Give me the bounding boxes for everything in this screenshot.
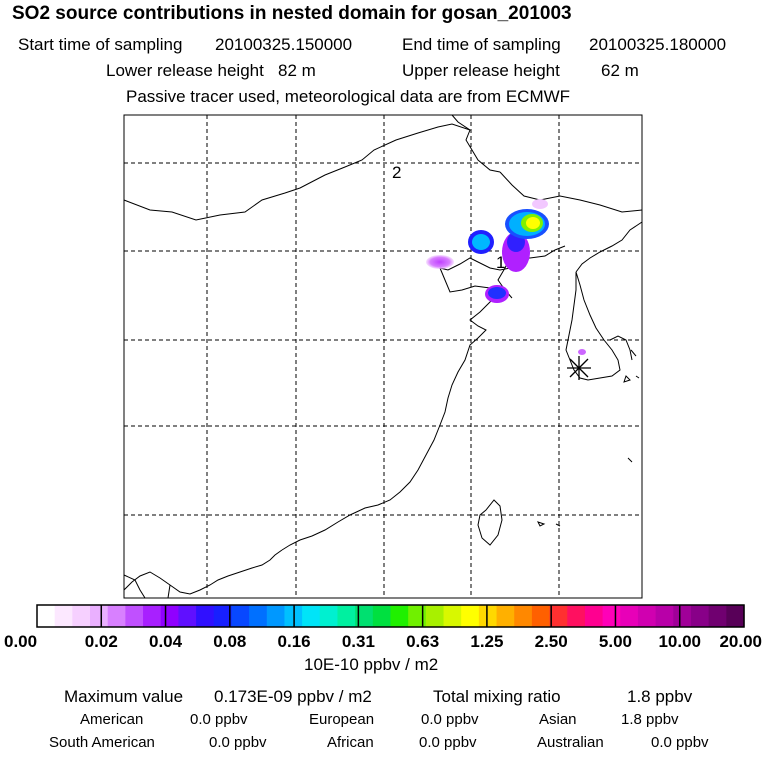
colorbar-cell bbox=[337, 605, 356, 627]
map-grid bbox=[124, 115, 642, 598]
map-frame bbox=[123, 114, 643, 599]
colorbar-cell bbox=[461, 605, 480, 627]
colorbar-cell bbox=[443, 605, 462, 627]
plume-west bbox=[426, 255, 454, 269]
plume-b-core bbox=[526, 217, 540, 229]
region-american-value: 0.0 ppbv bbox=[190, 711, 248, 728]
colorbar-label: 0.02 bbox=[85, 632, 118, 651]
colorbar-label: 0.31 bbox=[342, 632, 375, 651]
colorbar-cell bbox=[584, 605, 604, 627]
colorbar-cell bbox=[496, 605, 515, 627]
region-asian-value: 1.8 ppbv bbox=[621, 711, 679, 728]
end-time-label: End time of sampling bbox=[402, 35, 561, 54]
colorbar-label: 0.00 bbox=[4, 632, 37, 651]
start-time-value: 20100325.150000 bbox=[215, 35, 353, 54]
region-asian-label: Asian bbox=[539, 711, 577, 728]
region-european-label: European bbox=[309, 711, 375, 728]
colorbar-cell bbox=[143, 605, 162, 627]
max-value-label: Maximum value bbox=[64, 687, 184, 706]
colorbar-frame bbox=[36, 604, 745, 628]
colorbar-cell bbox=[531, 605, 551, 627]
colorbar-cell bbox=[549, 605, 568, 627]
colorbar-cell bbox=[655, 605, 674, 627]
colorbar-cell bbox=[620, 605, 639, 627]
colorbar-cell bbox=[266, 605, 286, 627]
colorbar-cell bbox=[178, 605, 197, 627]
plume-northeast bbox=[532, 199, 548, 209]
asterisk-icon bbox=[567, 356, 591, 380]
colorbar-cell bbox=[425, 605, 445, 627]
upper-release-label: Upper release height bbox=[402, 61, 560, 80]
colorbar-cell bbox=[408, 605, 427, 627]
colorbar-cell bbox=[196, 605, 215, 627]
region-african-value: 0.0 ppbv bbox=[419, 734, 477, 751]
colorbar-cell bbox=[213, 605, 233, 627]
total-mixing-label: Total mixing ratio bbox=[433, 687, 561, 706]
region-australian-value: 0.0 ppbv bbox=[651, 734, 709, 751]
colorbar-cell bbox=[37, 605, 56, 627]
colorbar-cell bbox=[390, 605, 409, 627]
colorbar-label: 2.50 bbox=[535, 632, 568, 651]
colorbar-cell bbox=[673, 605, 692, 627]
plot-title: SO2 source contributions in nested domai… bbox=[12, 3, 572, 24]
plume-a-inner bbox=[472, 234, 490, 250]
region-australian-label: Australian bbox=[537, 734, 604, 751]
colorbar-cell bbox=[637, 605, 657, 627]
total-mixing-value: 1.8 ppbv bbox=[627, 687, 693, 706]
colorbar-cell bbox=[514, 605, 533, 627]
so2-plumes bbox=[426, 199, 586, 355]
colorbar-cell bbox=[125, 605, 144, 627]
colorbar-label: 10.00 bbox=[658, 632, 701, 651]
colorbar-cell bbox=[478, 605, 498, 627]
colorbar-cell bbox=[567, 605, 586, 627]
colorbar-label: 20.00 bbox=[719, 632, 762, 651]
colorbar-cell bbox=[372, 605, 392, 627]
colorbar-cell bbox=[690, 605, 710, 627]
upper-release-value: 62 m bbox=[601, 61, 639, 80]
colorbar-cell bbox=[355, 605, 374, 627]
colorbar-cell bbox=[107, 605, 126, 627]
colorbar-label: 0.16 bbox=[278, 632, 311, 651]
region-south-american-label: South American bbox=[49, 734, 155, 751]
colorbar-cell bbox=[302, 605, 321, 627]
colorbar-cell bbox=[602, 605, 621, 627]
region-south-american-value: 0.0 ppbv bbox=[209, 734, 267, 751]
lower-release-value: 82 m bbox=[278, 61, 316, 80]
colorbar-units: 10E-10 ppbv / m2 bbox=[304, 655, 439, 674]
colorbar-ticks bbox=[100, 605, 681, 627]
colorbar-cell bbox=[231, 605, 250, 627]
lower-release-label: Lower release height bbox=[106, 61, 264, 80]
colorbar-cell bbox=[54, 605, 73, 627]
region-european-value: 0.0 ppbv bbox=[421, 711, 479, 728]
colorbar-cell bbox=[726, 605, 745, 627]
colorbar-cell bbox=[160, 605, 179, 627]
colorbar-cell bbox=[72, 605, 91, 627]
colorbar-label: 5.00 bbox=[599, 632, 632, 651]
source-marker-2: 2 bbox=[392, 163, 401, 182]
source-marker-1: 1 bbox=[496, 253, 505, 272]
colorbar-label: 1.25 bbox=[470, 632, 503, 651]
plume-korea bbox=[578, 349, 586, 355]
colorbar-cells bbox=[37, 605, 745, 627]
colorbar-cell bbox=[249, 605, 268, 627]
colorbar-cell bbox=[708, 605, 727, 627]
region-american-label: American bbox=[80, 711, 144, 728]
tracer-info: Passive tracer used, meteorological data… bbox=[126, 87, 571, 106]
plume-c-blue bbox=[488, 287, 506, 299]
end-time-value: 20100325.180000 bbox=[589, 35, 727, 54]
colorbar-cell bbox=[319, 605, 339, 627]
max-value: 0.173E-09 ppbv / m2 bbox=[214, 687, 372, 706]
start-time-label: Start time of sampling bbox=[18, 35, 183, 54]
colorbar-cell bbox=[90, 605, 109, 627]
colorbar-label: 0.08 bbox=[213, 632, 246, 651]
coastlines bbox=[123, 114, 643, 599]
region-african-label: African bbox=[327, 734, 374, 751]
colorbar-label: 0.04 bbox=[149, 632, 183, 651]
colorbar-label: 0.63 bbox=[406, 632, 439, 651]
colorbar-labels: 0.00 0.02 0.04 0.08 0.16 0.31 0.63 1.25 2.50 5.00… bbox=[4, 632, 762, 651]
